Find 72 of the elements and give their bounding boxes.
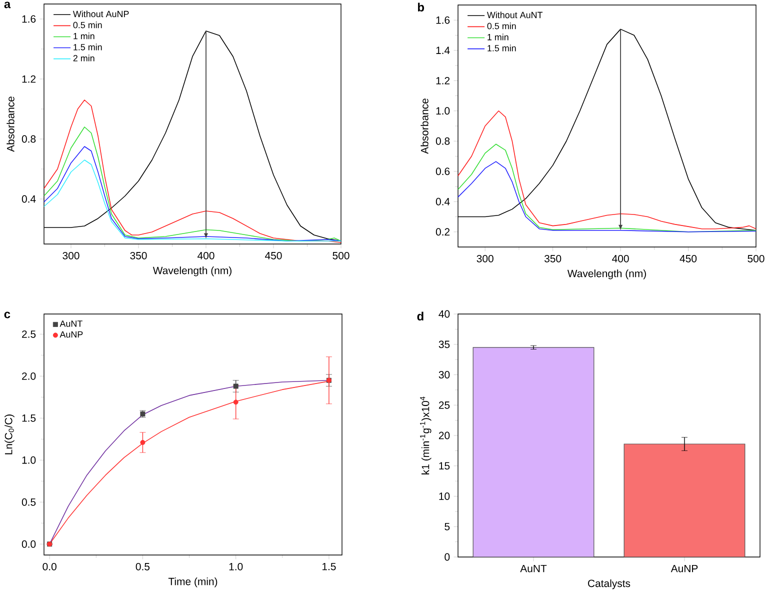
chart-title: d	[417, 312, 424, 320]
x-tick-label: 350	[544, 254, 562, 262]
x-tick-label: 0.5	[136, 562, 150, 570]
y-tick-label: 1.6	[436, 16, 450, 24]
x-tick-label: 500	[332, 252, 350, 260]
y-tick-label: 10	[439, 492, 450, 500]
y-axis-title: Absorbance	[420, 98, 428, 154]
y-tick-label: 40	[438, 310, 450, 318]
point	[140, 440, 146, 445]
x-tick-label: 400	[612, 254, 629, 262]
x-tick-label: 500	[748, 254, 764, 262]
x-tick-label: 450	[680, 254, 697, 262]
y-tick-label: 1.0	[436, 107, 450, 115]
y-tick-label: 0.4	[22, 195, 36, 203]
x-tick-label: 1.5	[322, 562, 336, 570]
y-tick-label: 5	[444, 522, 450, 530]
y-tick-label: 35	[438, 340, 450, 348]
chart-title: b	[418, 2, 424, 12]
x-tick-label: AuNT	[520, 564, 547, 572]
y-tick-label: 25	[438, 401, 450, 409]
legend-label: 0.5 min	[487, 22, 516, 30]
legend-label: AuNT	[60, 320, 82, 327]
legend-label: 2 min	[73, 54, 94, 62]
chart-title: a	[4, 2, 11, 8]
y-tick-label: 30	[438, 371, 450, 378]
line-series	[458, 110, 756, 230]
x-tick-label: 400	[198, 252, 214, 260]
point	[233, 400, 238, 405]
y-tick-label: 2.5	[22, 330, 36, 338]
legend-label: 1 min	[74, 32, 94, 40]
x-tick-label: 1.0	[229, 562, 243, 570]
point	[233, 384, 238, 389]
y-tick-label: 20	[438, 432, 450, 440]
y-tick-label: 1.0	[22, 456, 36, 464]
x-tick-label: 450	[265, 252, 282, 260]
legend-label: 1 min	[488, 34, 508, 40]
y-tick-label: 0.4	[436, 198, 450, 206]
y-tick-label: 2.0	[22, 372, 36, 380]
y-tick-label: 1.4	[436, 46, 450, 54]
y-axis-title: Ln(C$_{0}$/C)	[4, 414, 14, 454]
y-tick-label: 1.2	[436, 76, 450, 84]
chart-title: c	[4, 312, 10, 318]
line-series	[458, 161, 756, 232]
x-tick-label: 0.0	[42, 562, 56, 570]
y-tick-label: 0.8	[436, 137, 450, 145]
y-tick-label: 0.2	[436, 228, 450, 236]
x-axis-title: Wavelength (nm)	[152, 266, 232, 276]
y-tick-label: 1.2	[22, 75, 36, 83]
y-tick-label: 0	[444, 553, 450, 561]
x-axis-title: Wavelength (nm)	[567, 270, 646, 280]
legend-label: AuNP	[60, 331, 83, 338]
x-axis-title: Catalysts	[588, 579, 630, 590]
legend-label: 1.5 min	[488, 44, 516, 52]
x-axis-title: Time (min)	[168, 578, 218, 588]
x-tick-label: 350	[130, 252, 147, 260]
y-tick-label: 1.6	[22, 15, 36, 23]
y-tick-label: 0.5	[22, 498, 36, 506]
x-tick-label: 300	[476, 254, 494, 262]
y-axis-title: Absorbance	[6, 96, 14, 152]
y-tick-label: 15	[439, 462, 450, 470]
y-tick-label: 0.0	[22, 540, 36, 548]
y-tick-label: 0.6	[436, 168, 450, 176]
legend-label: Without AuNT	[487, 12, 543, 18]
y-tick-label: 1.5	[22, 414, 36, 422]
legend-label: Without AuNP	[72, 10, 129, 18]
y-axis-title: k1 (min$^{-1}$g$^{-1}$)x10$^{4}$	[420, 396, 432, 474]
line-series	[458, 144, 756, 232]
y-tick-label: 0.8	[22, 135, 36, 143]
x-tick-label: 300	[62, 252, 80, 260]
legend-label: 1.5 min	[74, 44, 102, 50]
legend-label: 0.5 min	[73, 22, 102, 28]
x-tick-label: AuNP	[670, 564, 698, 572]
